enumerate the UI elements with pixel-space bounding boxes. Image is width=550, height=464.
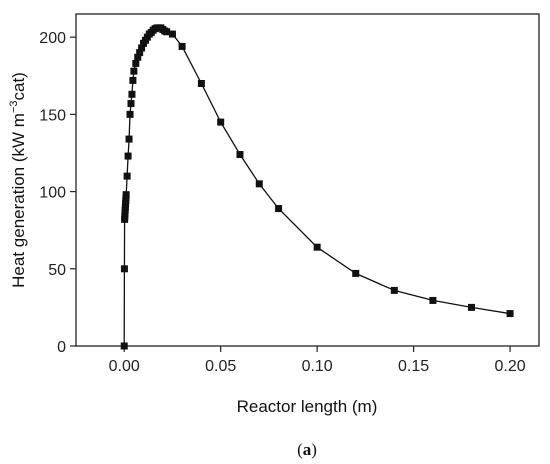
data-point bbox=[136, 49, 144, 57]
y-axis-title: Heat generation (kW m−3cat) bbox=[8, 72, 28, 288]
data-point bbox=[163, 28, 171, 36]
data-point bbox=[134, 53, 142, 61]
data-point bbox=[255, 180, 263, 188]
data-point bbox=[122, 191, 130, 199]
data-point bbox=[129, 76, 137, 84]
x-axis-title: Reactor length (m) bbox=[237, 397, 378, 416]
data-point bbox=[120, 342, 128, 350]
y-tick-label: 0 bbox=[57, 339, 66, 356]
y-tick-label: 200 bbox=[39, 30, 66, 47]
data-point bbox=[126, 110, 134, 118]
series-markers bbox=[120, 24, 514, 350]
data-point bbox=[236, 151, 244, 159]
data-point bbox=[124, 152, 132, 160]
x-axis: 0.00 0.05 0.10 0.15 0.20 bbox=[109, 346, 526, 375]
data-point bbox=[390, 286, 398, 294]
data-point bbox=[130, 67, 138, 75]
data-point bbox=[120, 265, 128, 273]
data-point bbox=[128, 90, 136, 98]
data-point bbox=[132, 59, 140, 67]
data-point bbox=[429, 296, 437, 304]
series-line bbox=[123, 27, 511, 347]
data-point bbox=[467, 303, 475, 311]
data-point bbox=[352, 269, 360, 277]
data-point bbox=[275, 205, 283, 213]
data-point bbox=[168, 30, 176, 38]
data-point bbox=[197, 79, 205, 87]
plot-frame bbox=[75, 13, 540, 347]
x-tick-label: 0.20 bbox=[494, 358, 525, 375]
x-tick-label: 0.00 bbox=[109, 358, 140, 375]
x-tick-label: 0.10 bbox=[302, 358, 333, 375]
y-tick-label: 150 bbox=[39, 107, 66, 124]
data-point bbox=[127, 100, 135, 108]
data-point bbox=[125, 135, 133, 143]
data-point bbox=[138, 44, 146, 52]
figure-caption: (a) bbox=[297, 440, 317, 459]
y-tick-label: 100 bbox=[39, 185, 66, 202]
data-point bbox=[506, 310, 514, 318]
data-point bbox=[217, 118, 225, 126]
x-tick-label: 0.15 bbox=[398, 358, 429, 375]
data-point bbox=[313, 243, 321, 251]
y-tick-label: 50 bbox=[48, 262, 66, 279]
data-point bbox=[123, 172, 131, 180]
x-tick-label: 0.05 bbox=[205, 358, 236, 375]
data-point bbox=[178, 42, 186, 50]
y-axis: 0 50 100 150 200 bbox=[39, 30, 76, 356]
